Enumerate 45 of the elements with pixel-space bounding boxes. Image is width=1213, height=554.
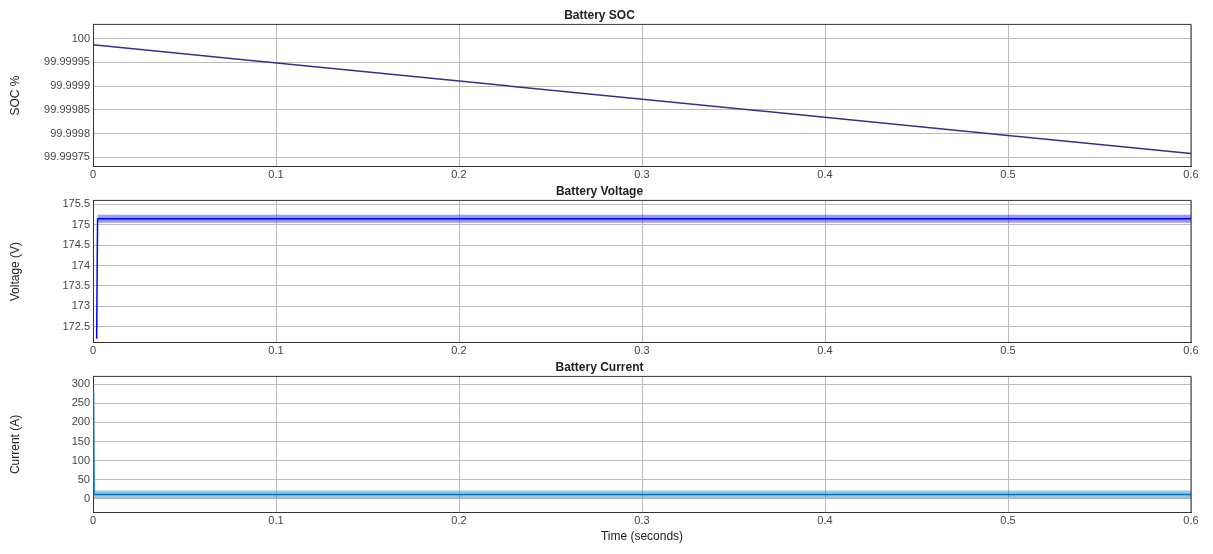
y-tick-label: 200	[71, 415, 90, 428]
x-tick-label: 0.5	[1000, 344, 1016, 357]
x-tick-label: 0.2	[451, 168, 467, 181]
chart-title: Battery Voltage	[555, 183, 644, 198]
y-tick-label: 175	[71, 217, 90, 230]
x-tick-label: 0.1	[268, 514, 284, 527]
chart-title: Battery SOC	[564, 7, 636, 22]
y-tick-label: 99.99985	[44, 102, 90, 115]
y-tick-label: 99.99995	[44, 55, 90, 68]
y-tick-label: 99.9998	[50, 126, 90, 139]
x-axis-title: Time (seconds)	[600, 529, 684, 544]
x-tick-label: 0.6	[1183, 514, 1199, 527]
y-tick-label: 99.99975	[44, 150, 90, 163]
x-tick-label: 0.4	[817, 344, 833, 357]
y-tick-label: 150	[71, 434, 90, 447]
y-tick-label: 0	[83, 492, 90, 505]
y-axis-title: SOC %	[7, 75, 22, 116]
y-tick-label: 173	[71, 299, 90, 312]
x-tick-label: 0.3	[634, 168, 650, 181]
x-tick-label: 0.3	[634, 344, 650, 357]
x-tick-label: 0.1	[268, 344, 284, 357]
y-tick-label: 300	[71, 377, 90, 390]
y-axis-title: Current (A)	[7, 414, 22, 475]
x-tick-label: 0.5	[1000, 514, 1016, 527]
y-tick-label: 174.5	[62, 238, 90, 251]
y-tick-label: 175.5	[62, 197, 90, 210]
x-tick-label: 0.2	[451, 514, 467, 527]
y-tick-label: 173.5	[62, 278, 90, 291]
y-tick-label: 99.9999	[50, 79, 90, 92]
y-tick-label: 100	[71, 453, 90, 466]
x-tick-label: 0.4	[817, 168, 833, 181]
x-tick-label: 0.1	[268, 168, 284, 181]
y-axis-title: Voltage (V)	[7, 241, 22, 302]
x-tick-label: 0.3	[634, 514, 650, 527]
chart-title: Battery Current	[555, 359, 644, 374]
y-tick-label: 250	[71, 396, 90, 409]
y-tick-label: 172.5	[62, 319, 90, 332]
x-tick-label: 0.5	[1000, 168, 1016, 181]
x-tick-label: 0.4	[817, 514, 833, 527]
y-tick-label: 174	[71, 258, 90, 271]
y-tick-label: 50	[77, 472, 90, 485]
x-tick-label: 0.6	[1183, 168, 1199, 181]
y-tick-label: 100	[71, 31, 90, 44]
x-tick-label: 0.2	[451, 344, 467, 357]
x-tick-label: 0.6	[1183, 344, 1199, 357]
